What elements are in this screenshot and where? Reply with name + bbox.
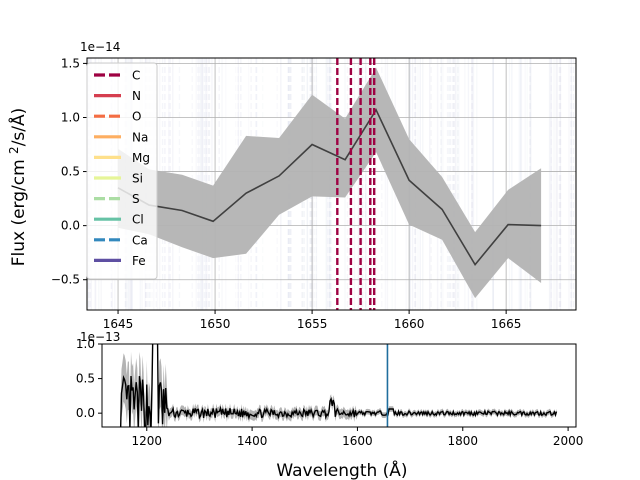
legend-items: CNO Na Mg Si S Cl Ca Fe (94, 69, 150, 268)
top-y-tick-label: −0.5 (51, 273, 80, 287)
bottom-x-tick-label: 1800 (447, 434, 478, 448)
top-x-tick-label: 1660 (394, 317, 425, 331)
top-x-tick-label: 1650 (200, 317, 231, 331)
legend-label: Cl (132, 213, 144, 227)
top-y-tick-label: 1.5 (61, 56, 80, 70)
top-x-tick-label: 1645 (103, 317, 134, 331)
bottom-panel: 1200 1400 1600 1800 2000 0.0 0.5 1.0 1e−13 (76, 330, 583, 448)
top-offset-text: 1e−14 (80, 40, 120, 54)
bottom-y-ticks: 0.0 0.5 1.0 (76, 337, 102, 420)
legend-label: C (132, 69, 140, 83)
legend-label: Fe (132, 254, 146, 268)
top-series-group (117, 108, 542, 266)
legend-label: S (132, 192, 140, 206)
top-panel: 1645 1650 1655 1660 1665 −0.5 0.0 0.5 1.0 1.5 1e… (51, 40, 577, 331)
bottom-x-tick-label: 2000 (553, 434, 584, 448)
top-vline-group (336, 58, 376, 310)
legend-label: Ca (132, 233, 148, 247)
legend-label: Na (132, 130, 148, 144)
y-axis-label-sup: 2 (7, 146, 21, 154)
bottom-x-tick-label: 1200 (131, 434, 162, 448)
top-x-tick-label: 1655 (297, 317, 328, 331)
bottom-series-group (119, 344, 558, 427)
y-axis-label: Flux (erg/cm 2/s/Å) (7, 108, 29, 267)
top-y-tick-label: 0.5 (61, 165, 80, 179)
top-series-line (117, 108, 542, 266)
top-y-ticks: −0.5 0.0 0.5 1.0 1.5 (51, 56, 87, 287)
legend-label: O (132, 110, 141, 124)
legend-label: N (132, 89, 141, 103)
top-error-band-group (118, 67, 542, 299)
bottom-y-tick-label: 0.5 (76, 372, 95, 386)
bottom-x-tick-label: 1400 (237, 434, 268, 448)
top-x-ticks: 1645 1650 1655 1660 1665 (103, 310, 522, 331)
legend-label: Si (132, 172, 143, 186)
bottom-offset-text: 1e−13 (80, 330, 120, 344)
top-y-tick-label: 0.0 (61, 219, 80, 233)
legend: CNO Na Mg Si S Cl Ca Fe (86, 62, 158, 280)
top-x-tick-label: 1665 (491, 317, 522, 331)
y-axis-label-rest: /s/Å) (7, 108, 29, 147)
top-y-tick-label: 1.0 (61, 110, 80, 124)
x-axis-label: Wavelength (Å) (276, 459, 407, 480)
bottom-y-tick-label: 1.0 (76, 337, 95, 351)
legend-label: Mg (132, 151, 150, 165)
bottom-series-line (119, 344, 558, 427)
top-error-band (118, 67, 542, 299)
bottom-y-tick-label: 0.0 (76, 406, 95, 420)
bottom-axes-frame (101, 343, 577, 428)
bottom-x-ticks: 1200 1400 1600 1800 2000 (131, 427, 583, 448)
y-axis-label-text: Flux (erg/cm (9, 159, 29, 266)
bottom-x-tick-label: 1600 (342, 434, 373, 448)
